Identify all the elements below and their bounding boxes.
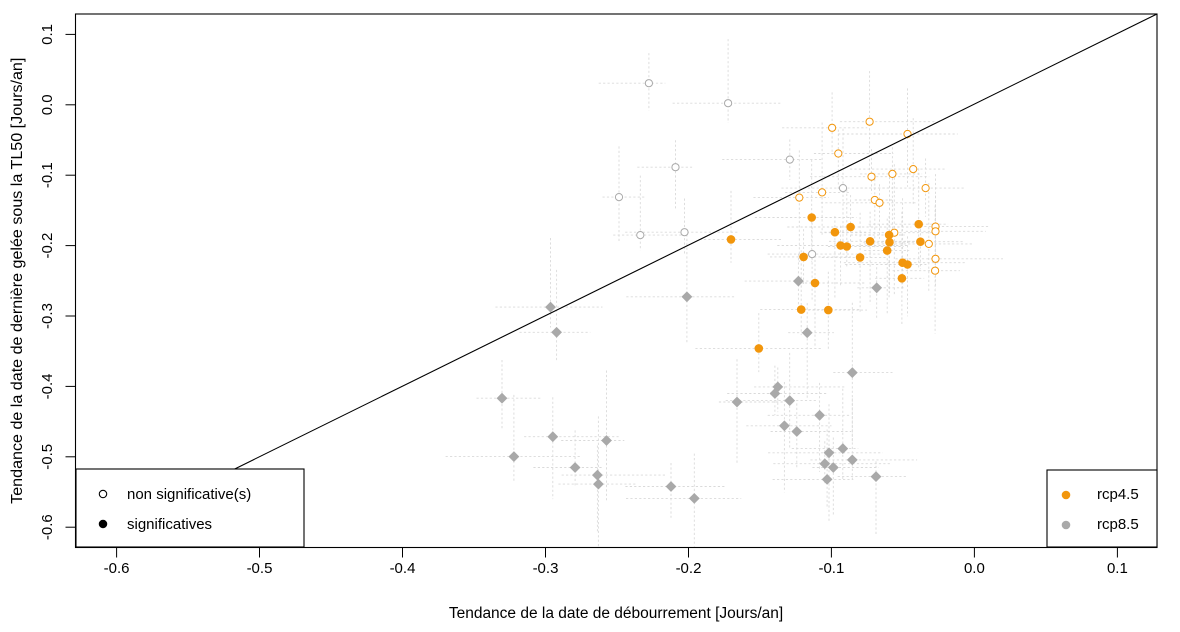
svg-text:-0.4: -0.4 bbox=[39, 373, 56, 399]
svg-text:-0.6: -0.6 bbox=[39, 514, 56, 540]
svg-text:rcp4.5: rcp4.5 bbox=[1097, 486, 1139, 503]
svg-text:-0.5: -0.5 bbox=[247, 560, 273, 577]
svg-text:significatives: significatives bbox=[127, 516, 212, 533]
svg-text:-0.2: -0.2 bbox=[676, 560, 702, 577]
svg-text:-0.1: -0.1 bbox=[818, 560, 844, 577]
svg-text:-0.4: -0.4 bbox=[390, 560, 416, 577]
svg-text:0.0: 0.0 bbox=[39, 94, 56, 115]
svg-text:-0.1: -0.1 bbox=[39, 162, 56, 188]
svg-text:0.0: 0.0 bbox=[964, 560, 985, 577]
svg-text:-0.3: -0.3 bbox=[533, 560, 559, 577]
svg-text:Tendance de la date de débourr: Tendance de la date de débourrement [Jou… bbox=[449, 605, 783, 622]
svg-text:Tendance de la date de dernièr: Tendance de la date de dernière gelée so… bbox=[8, 58, 26, 504]
svg-text:-0.6: -0.6 bbox=[104, 560, 130, 577]
svg-text:-0.3: -0.3 bbox=[39, 303, 56, 329]
svg-text:0.1: 0.1 bbox=[1107, 560, 1128, 577]
svg-text:-0.2: -0.2 bbox=[39, 233, 56, 259]
svg-text:non significative(s): non significative(s) bbox=[127, 486, 251, 503]
svg-text:0.1: 0.1 bbox=[39, 24, 56, 45]
svg-text:rcp8.5: rcp8.5 bbox=[1097, 516, 1139, 533]
svg-text:-0.5: -0.5 bbox=[39, 444, 56, 470]
